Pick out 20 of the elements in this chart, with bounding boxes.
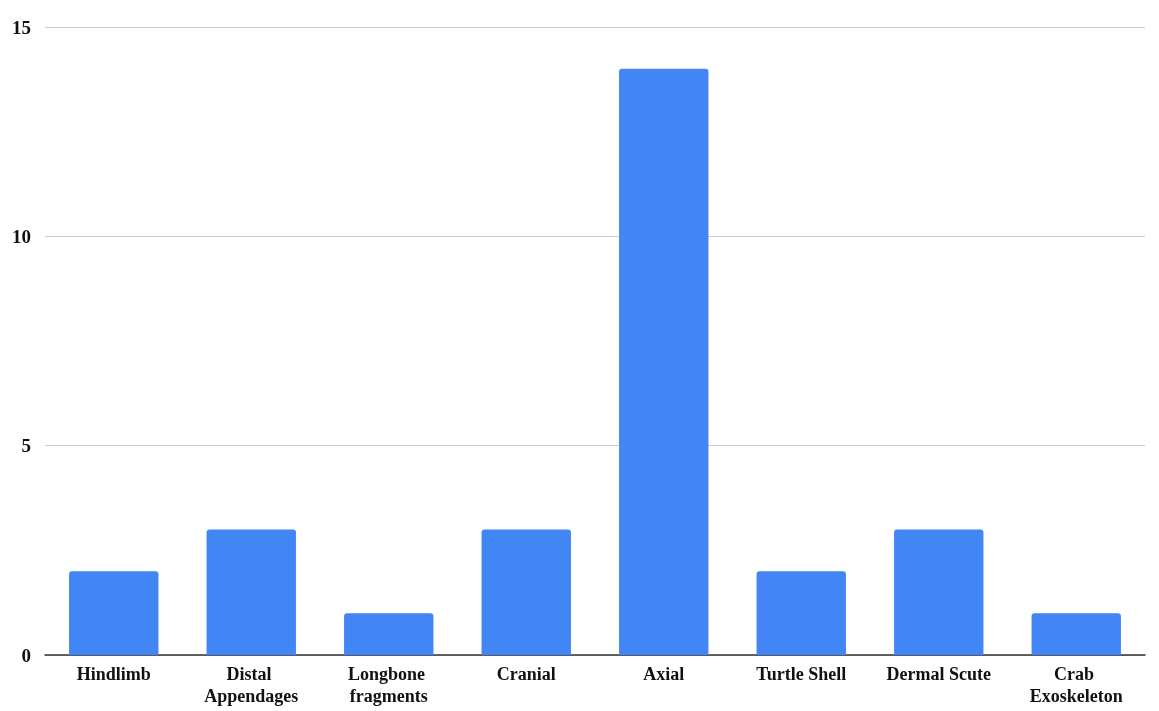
bar xyxy=(1031,613,1121,655)
y-tick-label: 0 xyxy=(21,644,31,666)
bar xyxy=(481,529,571,655)
x-tick-label: Turtle Shell xyxy=(756,664,847,684)
x-tick-label: Crab Exoskeleton xyxy=(1029,664,1123,706)
bar xyxy=(69,571,159,655)
y-tick-label: 10 xyxy=(12,225,31,247)
y-tick-label: 5 xyxy=(21,435,31,457)
bar xyxy=(756,571,846,655)
bar xyxy=(206,529,296,655)
x-tick-label: Cranial xyxy=(496,664,556,684)
bar xyxy=(894,529,984,655)
x-tick-label: Distal Appendages xyxy=(204,664,299,706)
x-tick-label: Hindlimb xyxy=(76,664,151,684)
bar xyxy=(619,68,709,655)
x-tick-label: Dermal Scute xyxy=(886,664,991,684)
x-tick-label: Axial xyxy=(643,664,685,684)
y-tick-label: 15 xyxy=(12,16,31,38)
x-tick-label: Longbone fragments xyxy=(347,664,430,706)
bar xyxy=(344,613,434,655)
